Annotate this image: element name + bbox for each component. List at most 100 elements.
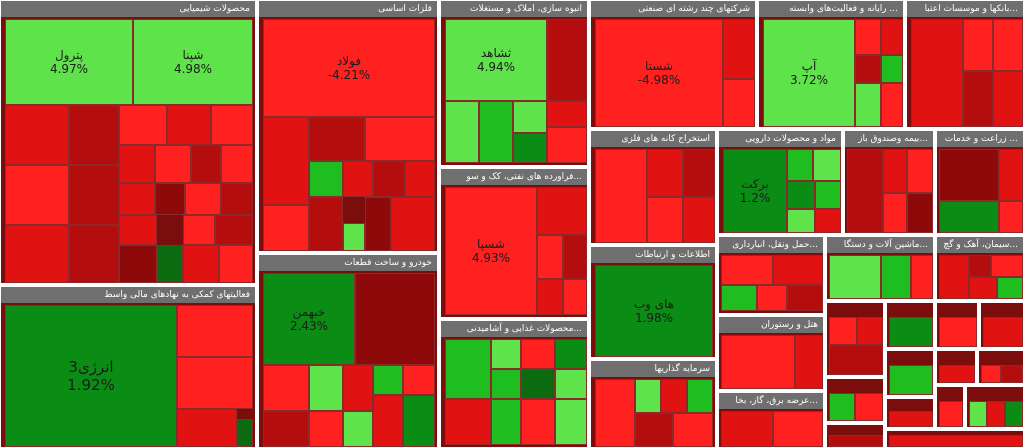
stock-tile[interactable] xyxy=(881,83,903,127)
stock-tile[interactable] xyxy=(119,145,155,183)
stock-tile[interactable] xyxy=(373,161,405,197)
stock-tile-shasta[interactable]: شستا -4.98% xyxy=(595,19,723,127)
stock-tile[interactable] xyxy=(405,161,435,197)
stock-tile[interactable] xyxy=(847,149,883,233)
stock-tile[interactable] xyxy=(537,279,563,315)
stock-tile[interactable] xyxy=(219,245,253,283)
stock-tile[interactable] xyxy=(491,339,521,369)
stock-tile[interactable] xyxy=(155,145,191,183)
stock-tile[interactable] xyxy=(69,105,119,165)
stock-tile[interactable] xyxy=(815,209,841,233)
stock-tile-hiweb[interactable]: های وب 1.98% xyxy=(595,265,713,357)
stock-tile-barekat[interactable]: برکت 1.2% xyxy=(723,149,787,233)
stock-tile[interactable] xyxy=(263,117,309,205)
sector-small[interactable] xyxy=(826,302,884,376)
stock-tile[interactable] xyxy=(939,255,969,299)
stock-tile[interactable] xyxy=(595,379,635,447)
stock-tile[interactable] xyxy=(757,285,787,311)
stock-tile[interactable] xyxy=(263,365,309,411)
sector-small[interactable] xyxy=(886,350,934,396)
stock-tile[interactable] xyxy=(907,193,933,233)
stock-tile[interactable] xyxy=(683,149,715,197)
stock-tile[interactable] xyxy=(969,255,991,277)
stock-tile[interactable] xyxy=(69,225,119,283)
sector-basic-metals[interactable]: فلزات اساسی فولاد -4.21% xyxy=(258,0,438,252)
stock-tile[interactable] xyxy=(155,183,185,215)
stock-tile[interactable] xyxy=(881,19,903,55)
stock-tile[interactable] xyxy=(911,255,933,299)
stock-tile[interactable] xyxy=(981,365,1001,383)
stock-tile[interactable] xyxy=(403,365,435,395)
sector-small[interactable] xyxy=(936,302,978,348)
stock-tile-khbahman[interactable]: خبهمن 2.43% xyxy=(263,273,355,365)
stock-tile[interactable] xyxy=(309,411,343,447)
sector-banks[interactable]: ...بانکها و موسسات اعتبا xyxy=(906,0,1024,128)
stock-tile[interactable] xyxy=(167,105,211,145)
sector-chemical-products[interactable]: محصولات شیمیایی پترول 4.97% شپنا 4.98% xyxy=(0,0,256,284)
stock-tile[interactable] xyxy=(661,379,687,413)
stock-tile[interactable] xyxy=(355,273,435,365)
stock-tile[interactable] xyxy=(673,413,713,447)
stock-tile[interactable] xyxy=(829,393,855,421)
stock-tile[interactable] xyxy=(491,399,521,445)
sector-machinery[interactable]: ...ماشین آلات و دستگا xyxy=(826,236,934,300)
sector-transport[interactable]: ...حمل ونقل، انبارداری xyxy=(718,236,824,314)
stock-tile[interactable] xyxy=(547,101,587,127)
stock-tile[interactable] xyxy=(1005,401,1023,427)
stock-tile[interactable] xyxy=(857,317,883,345)
stock-tile[interactable] xyxy=(119,215,157,245)
sector-computer[interactable]: ... رایانه و فعالیت‌های وابسته آپ 3.72% xyxy=(758,0,904,128)
stock-tile[interactable] xyxy=(987,401,1005,427)
stock-tile[interactable] xyxy=(939,401,963,427)
stock-tile[interactable] xyxy=(403,395,435,447)
stock-tile[interactable] xyxy=(391,197,435,251)
stock-tile[interactable] xyxy=(365,117,435,161)
stock-tile[interactable] xyxy=(773,255,823,285)
stock-tile[interactable] xyxy=(723,19,755,79)
stock-tile[interactable] xyxy=(881,255,911,299)
sector-pharmaceuticals[interactable]: مواد و محصولات دارویی برکت 1.2% xyxy=(718,130,842,234)
stock-tile[interactable] xyxy=(939,149,999,201)
stock-tile[interactable] xyxy=(513,133,547,163)
sector-multi-industrial[interactable]: شرکتهای چند رشته ای صنعتی شستا -4.98% xyxy=(590,0,756,128)
sector-it-communications[interactable]: اطلاعات و ارتباطات های وب 1.98% xyxy=(590,246,716,358)
stock-tile[interactable] xyxy=(191,145,221,183)
stock-tile[interactable] xyxy=(883,193,907,233)
stock-tile[interactable] xyxy=(563,235,587,279)
sector-small[interactable] xyxy=(826,378,884,422)
sector-insurance[interactable]: ...بیمه وصندوق باز xyxy=(844,130,934,234)
sector-hotel-restaurant[interactable]: هتل و رستوران xyxy=(718,316,824,390)
sector-metal-ore-mining[interactable]: استخراج کانه های فلزی xyxy=(590,130,716,244)
stock-tile[interactable] xyxy=(263,205,309,251)
stock-tile[interactable] xyxy=(513,101,547,133)
stock-tile[interactable] xyxy=(547,127,587,163)
stock-tile[interactable] xyxy=(365,197,391,251)
stock-tile-shpna[interactable]: شپنا 4.98% xyxy=(133,19,253,105)
stock-tile[interactable] xyxy=(183,215,215,245)
stock-tile[interactable] xyxy=(537,187,587,235)
stock-tile[interactable] xyxy=(555,339,587,369)
stock-tile[interactable] xyxy=(647,149,683,197)
sector-cement[interactable]: ...سیمان، آهک و گچ xyxy=(936,236,1024,300)
stock-tile[interactable] xyxy=(721,255,773,285)
stock-tile[interactable] xyxy=(215,215,253,245)
stock-tile[interactable] xyxy=(815,181,841,209)
sector-automotive[interactable]: خودرو و ساخت قطعات خبهمن 2.43% xyxy=(258,254,438,448)
stock-tile[interactable] xyxy=(773,411,823,447)
stock-tile-petrol[interactable]: پترول 4.97% xyxy=(5,19,133,105)
stock-tile[interactable] xyxy=(829,317,857,345)
stock-tile[interactable] xyxy=(883,149,907,193)
sector-small[interactable] xyxy=(936,350,976,384)
stock-tile[interactable] xyxy=(555,399,587,445)
stock-tile[interactable] xyxy=(889,411,933,427)
stock-tile[interactable] xyxy=(721,285,757,311)
stock-tile[interactable] xyxy=(479,101,513,163)
stock-tile[interactable] xyxy=(595,149,647,243)
stock-tile[interactable] xyxy=(309,197,343,251)
stock-tile[interactable] xyxy=(119,245,157,283)
stock-tile[interactable] xyxy=(177,357,253,409)
stock-tile[interactable] xyxy=(787,181,815,209)
stock-tile[interactable] xyxy=(997,277,1023,299)
stock-tile[interactable] xyxy=(547,19,587,101)
stock-tile[interactable] xyxy=(445,101,479,163)
